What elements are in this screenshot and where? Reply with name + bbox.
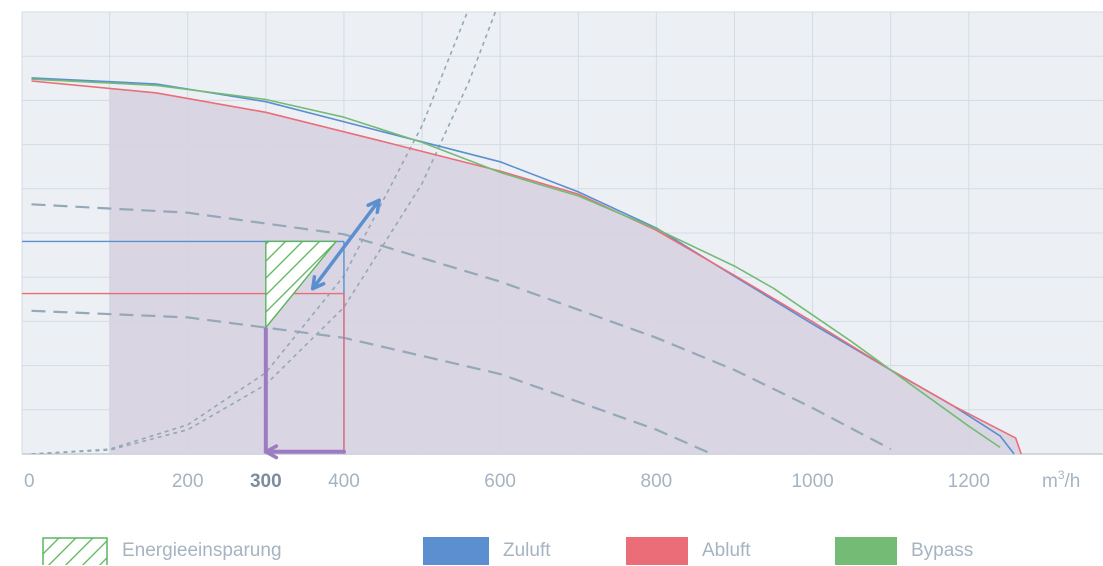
energy-saving-area xyxy=(265,240,338,330)
hatch-swatch-icon xyxy=(42,537,108,565)
system-curve xyxy=(31,12,469,454)
x-tick-label: 1000 xyxy=(791,471,833,492)
annotations xyxy=(263,198,381,460)
x-tick-label: 300 xyxy=(250,471,282,492)
operating-range xyxy=(109,88,1022,455)
guide-curves xyxy=(31,12,892,454)
legend-label: Abluft xyxy=(702,540,751,561)
series-line-abluft xyxy=(31,80,1022,455)
bypass-swatch-icon xyxy=(835,537,897,565)
x-tick-label: 400 xyxy=(328,471,360,492)
annotation-arrow-shaft xyxy=(310,198,381,291)
reference-lines xyxy=(22,240,345,454)
legend-item-bypass: Bypass xyxy=(835,536,973,566)
zuluft-swatch-icon xyxy=(423,537,489,565)
legend-label: Energieeinsparung xyxy=(122,540,282,561)
legend-label: Zuluft xyxy=(503,540,551,561)
fan-curve xyxy=(31,309,715,454)
legend-label: Bypass xyxy=(911,540,974,561)
legend-item-abluft: Abluft xyxy=(626,536,751,566)
x-tick-label: 600 xyxy=(484,471,516,492)
x-axis-ticks: 0 200 300 400 600 800 1000 1200 xyxy=(24,471,990,492)
system-curve xyxy=(31,12,497,454)
fan-curve xyxy=(31,203,892,451)
series-lines xyxy=(31,77,1022,455)
x-tick-label: 0 xyxy=(24,471,35,492)
x-axis-label: m3/h xyxy=(1042,468,1080,492)
x-tick-label: 800 xyxy=(641,471,673,492)
legend: Energieeinsparung Zuluft Abluft Bypass xyxy=(0,536,1103,566)
series-line-bypass xyxy=(31,78,1001,449)
arrow-head-icon xyxy=(264,444,279,460)
chart-area: 0 200 300 400 600 800 1000 1200 m3/h xyxy=(21,11,1103,492)
x-tick-label: 200 xyxy=(172,471,204,492)
legend-item-zuluft: Zuluft xyxy=(423,536,551,566)
x-tick-label: 1200 xyxy=(948,471,990,492)
arrow-head-icon xyxy=(310,275,326,291)
abluft-swatch-icon xyxy=(626,537,688,565)
operating-range-area xyxy=(109,88,1022,455)
legend-item-energieeinsparung: Energieeinsparung xyxy=(42,536,282,566)
arrow-head-icon xyxy=(366,198,381,214)
